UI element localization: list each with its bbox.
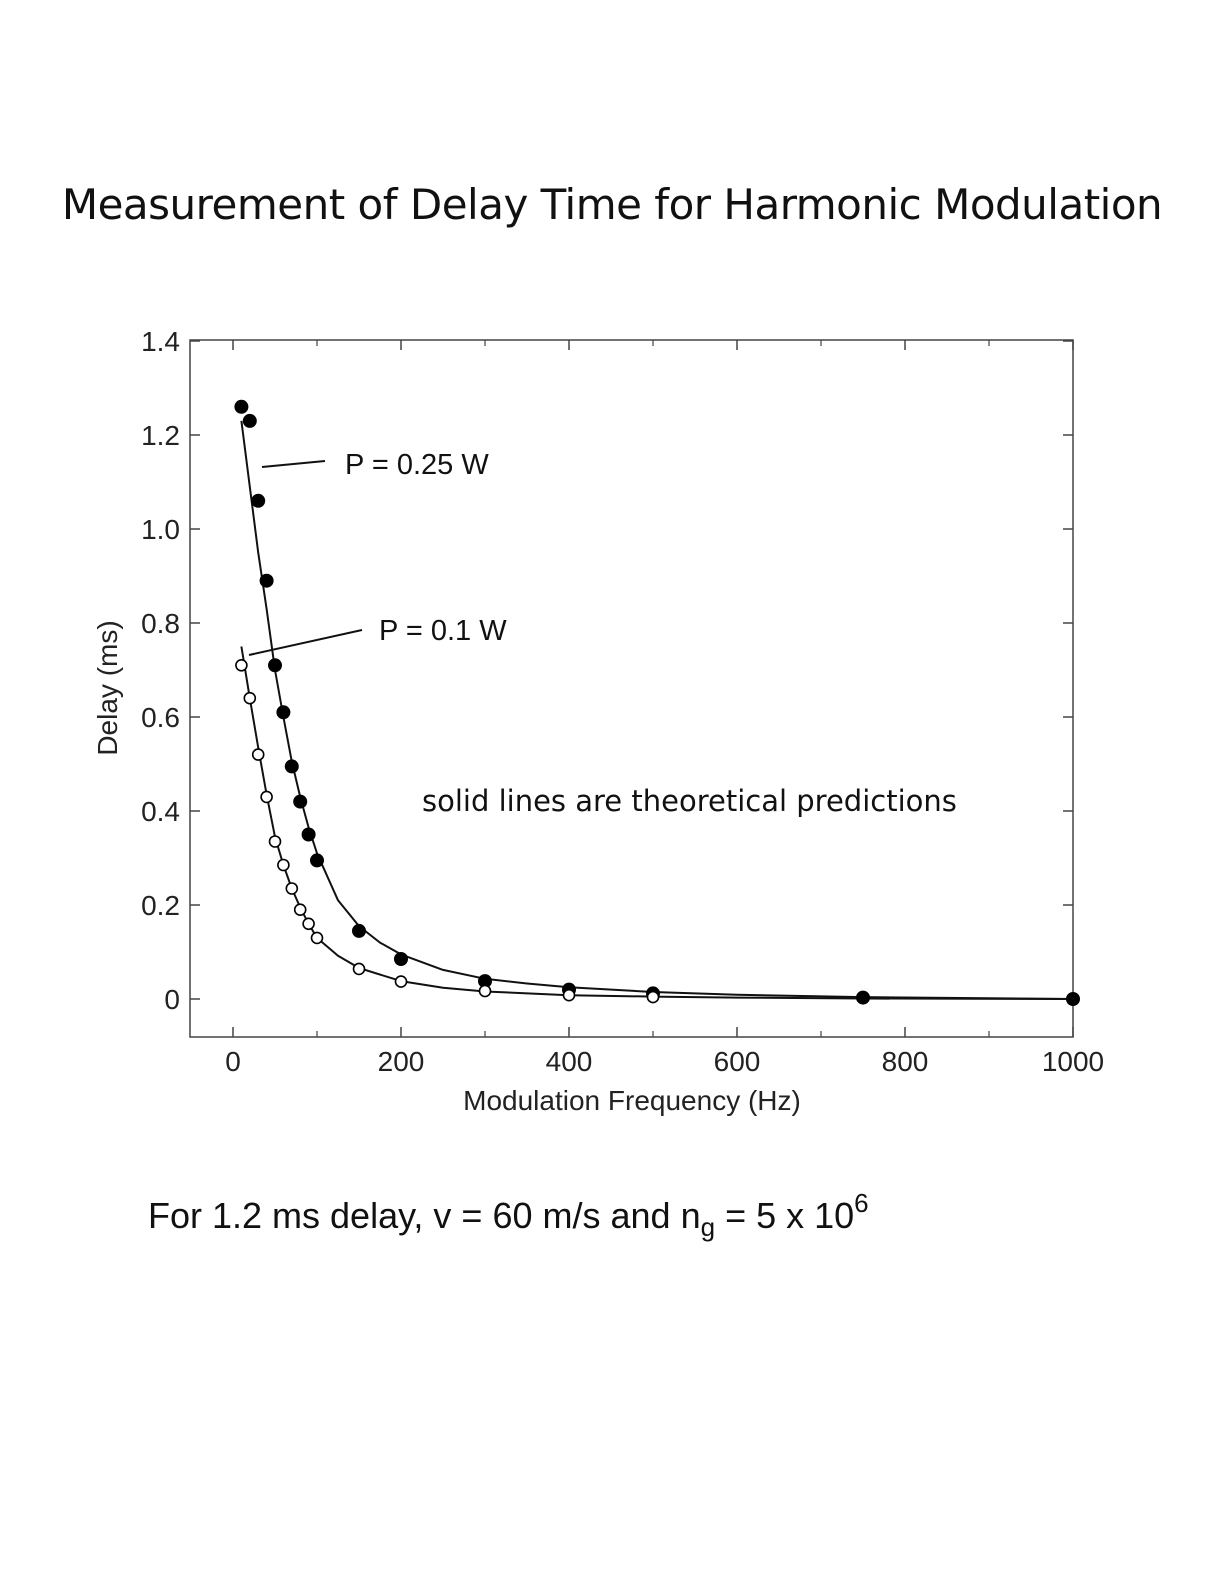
plot-frame <box>189 339 1074 1038</box>
annotation-leader-01 <box>248 629 363 656</box>
y-axis-label: Delay (ms) <box>92 620 123 755</box>
point-p025 <box>234 399 249 414</box>
caption: For 1.2 ms delay, v = 60 m/s and ng = 5 … <box>148 1188 869 1243</box>
point-p025 <box>276 705 291 720</box>
point-p01 <box>251 748 265 761</box>
y-tick-label: 0.4 <box>141 796 180 827</box>
point-p01 <box>394 975 408 988</box>
y-tick-label: 0 <box>164 984 180 1015</box>
data-markers <box>234 399 1080 1006</box>
x-tick-label: 400 <box>546 1046 593 1077</box>
point-p01 <box>478 984 492 998</box>
point-p025 <box>284 759 299 774</box>
y-tick-label: 1.2 <box>141 420 180 451</box>
point-p025 <box>301 827 316 842</box>
y-tick-label: 0.8 <box>141 608 180 639</box>
x-tick-label: 800 <box>882 1046 929 1077</box>
x-tick-label: 200 <box>378 1046 425 1077</box>
point-p025 <box>259 573 274 588</box>
x-axis-label: Modulation Frequency (Hz) <box>463 1085 801 1116</box>
caption-superscript: 6 <box>854 1188 869 1218</box>
point-p01 <box>352 962 366 976</box>
point-p01 <box>293 903 307 917</box>
point-p01 <box>260 790 273 804</box>
axis-labels: 0 200 400 600 800 1000 0 0.2 0.4 0.6 0.8 1.0 1.2 1.4 <box>141 326 1104 1077</box>
point-p01 <box>243 691 257 705</box>
y-tick-label: 1.4 <box>141 326 180 357</box>
point-p01 <box>268 835 282 848</box>
annotation-theory-note: solid lines are theoretical predictions <box>422 784 957 818</box>
point-p025 <box>242 413 257 428</box>
point-p01 <box>646 990 660 1004</box>
caption-prefix: For 1.2 ms delay, v = 60 m/s and n <box>148 1195 701 1236</box>
annotation-p025: P = 0.25 W <box>345 449 489 481</box>
x-tick-label: 600 <box>714 1046 761 1077</box>
fit-lines <box>240 420 1074 1000</box>
fit-line-0 <box>240 420 1074 1000</box>
annotation-p01: P = 0.1 W <box>379 615 507 647</box>
point-p01 <box>235 658 248 672</box>
caption-middle: = 5 x 10 <box>715 1195 855 1236</box>
point-p01 <box>277 858 290 872</box>
y-tick-label: 0.2 <box>141 890 180 921</box>
x-tick-label: 1000 <box>1042 1046 1104 1077</box>
axis-ticks <box>190 340 1074 1037</box>
point-p01 <box>285 882 299 895</box>
page-title: Measurement of Delay Time for Harmonic M… <box>61 180 1163 229</box>
y-tick-label: 1.0 <box>141 514 180 545</box>
point-p025 <box>394 952 408 966</box>
y-tick-label: 0.6 <box>141 702 180 733</box>
x-tick-label: 0 <box>225 1046 241 1077</box>
point-p025 <box>310 853 324 868</box>
point-p025 <box>251 493 266 508</box>
point-p01 <box>562 988 576 1002</box>
point-p01 <box>302 917 315 931</box>
caption-subscript: g <box>700 1212 716 1242</box>
point-p025 <box>293 794 308 809</box>
point-p025 <box>352 923 366 938</box>
point-p01 <box>310 931 324 945</box>
point-p025 <box>856 990 870 1005</box>
fit-line-1 <box>240 646 1074 1000</box>
annotation-leader-025 <box>261 460 326 468</box>
point-p025 <box>1066 992 1080 1006</box>
point-p025 <box>268 658 282 673</box>
